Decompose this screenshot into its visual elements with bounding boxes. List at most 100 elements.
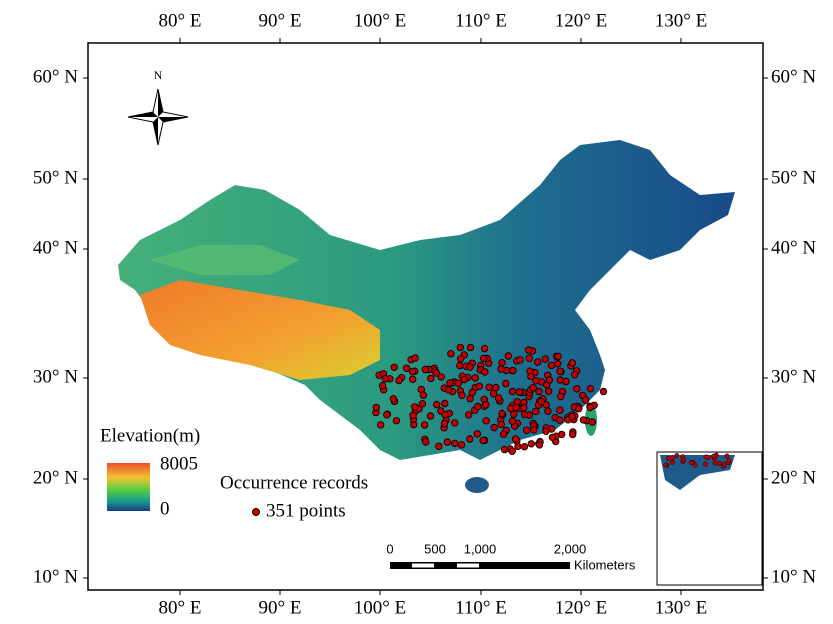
lon-label-top: 100° E [354,10,406,31]
lat-label-left: 10° N [33,566,78,587]
occurrence-point [467,344,474,351]
scale-label: 1,000 [464,541,497,556]
occurrence-title: Occurrence records [220,472,368,493]
occurrence-point [382,375,389,382]
inset-point [722,462,726,466]
lon-label-top: 80° E [159,10,202,31]
occurrence-point [474,431,481,438]
occurrence-point [569,431,576,438]
hainan [465,477,489,493]
occurrence-point [442,400,449,407]
occurrence-point [442,411,449,418]
occurrence-point [410,412,417,419]
occurrence-point [501,446,508,453]
occurrence-point [505,353,512,360]
legend-title: Elevation(m) [100,425,200,446]
occurrence-point [510,367,517,374]
lat-label-left: 60° N [33,66,78,87]
occurrence-point [428,375,435,382]
occurrence-point [482,369,489,376]
occurrence-point [458,442,465,449]
lat-label-left: 50° N [33,167,78,188]
inset-point [664,463,668,467]
occurrence-point [499,410,506,417]
occurrence-point [534,359,541,366]
occurrence-point [423,439,430,446]
lon-label-bottom: 90° E [259,597,302,618]
lon-label-top: 130° E [655,10,707,31]
occurrence-point [493,384,500,391]
occurrence-point [509,388,516,395]
lat-label-right: 10° N [771,566,816,587]
inset-point [704,455,708,459]
elevation-bar [107,463,150,511]
inset-point [693,463,697,467]
occurrence-point [557,377,564,384]
occurrence-point [548,362,555,369]
lat-label-right: 30° N [771,366,816,387]
occurrence-point [457,356,464,363]
lon-label-bottom: 80° E [159,597,202,618]
occurrence-point [533,377,540,384]
occurrence-point [569,414,576,421]
occurrence-point [480,437,487,444]
map: 80° E80° E90° E90° E100° E100° E110° E11… [0,0,833,624]
occurrence-point [420,392,427,399]
occurrence-point [533,408,540,415]
legend-min: 0 [160,498,170,519]
occurrence-point [498,421,505,428]
occurrence-point [498,366,505,373]
occurrence-point [472,375,479,382]
inset-point [713,461,717,465]
inset-point [682,458,686,462]
occurrence-point [486,384,493,391]
occurrence-point [480,355,487,362]
occurrence-point [455,380,462,387]
occurrence-point [549,434,556,441]
occurrence-point [457,362,464,369]
occurrence-point [444,439,451,446]
occurrence-point [509,448,516,455]
occurrence-label: 351 points [266,500,346,521]
inset-point [717,461,721,465]
occurrence-point [526,355,533,362]
lat-label-right: 40° N [771,237,816,258]
occurrence-point [459,392,466,399]
lat-label-right: 50° N [771,167,816,188]
occurrence-point [576,406,583,413]
occurrence-point [587,385,594,392]
occurrence-point [536,388,543,395]
occurrence-point [490,390,497,397]
occurrence-point [409,376,416,383]
occurrence-point [555,353,562,360]
occurrence-point [469,389,476,396]
occurrence-point [513,404,520,411]
inset-point [703,462,707,466]
occurrence-point [467,364,474,371]
lon-label-top: 120° E [555,10,607,31]
occurrence-point [571,372,578,379]
occurrence-point [521,443,528,450]
lon-label-bottom: 130° E [655,597,707,618]
occurrence-point [384,412,391,419]
occurrence-point [554,361,561,368]
scale-bar [390,562,570,569]
occurrence-point [476,383,483,390]
lat-label-right: 60° N [771,66,816,87]
occurrence-point [569,360,576,367]
scale-label: 2,000 [554,541,587,556]
lat-label-right: 20° N [771,467,816,488]
occurrence-point [448,350,455,357]
occurrence-point [523,427,530,434]
occurrence-point [461,376,468,383]
occurrence-point [373,404,380,411]
occurrence-point [377,422,384,429]
occurrence-point [545,408,552,415]
occurrence-point [481,345,488,352]
occurrence-point [557,407,564,414]
occurrence-point [379,382,386,389]
occurrence-point [536,442,543,449]
occurrence-point [412,404,419,411]
occurrence-point [542,356,549,363]
occurrence-point [412,355,419,362]
